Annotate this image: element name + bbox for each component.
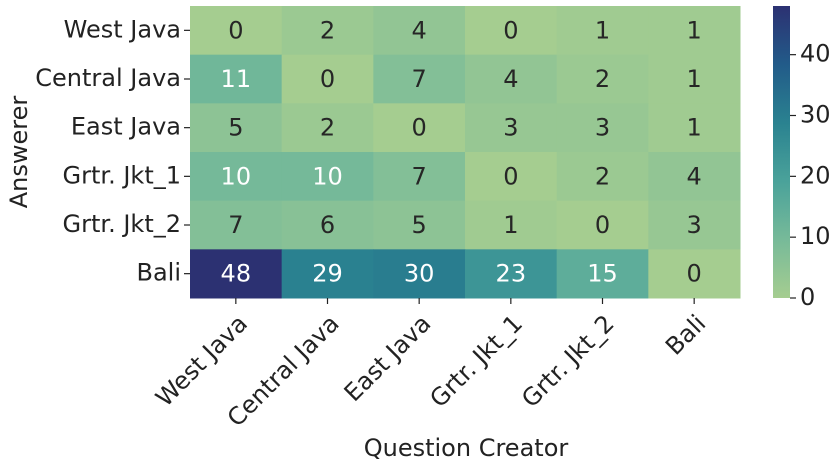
- heatmap-cell: [556, 152, 649, 202]
- cell-label: 2: [320, 114, 335, 142]
- heatmap-cell: [465, 103, 558, 153]
- cell-label: 3: [503, 114, 518, 142]
- cell-label: 4: [503, 65, 518, 93]
- cell-label: 1: [687, 16, 702, 44]
- cell-label: 1: [687, 114, 702, 142]
- y-tick-label: Central Java: [35, 64, 181, 92]
- cell-label: 3: [687, 211, 702, 239]
- cell-label: 5: [412, 211, 427, 239]
- colorbar-tick-label: 0: [800, 283, 815, 311]
- heatmap-cell: [648, 6, 741, 56]
- heatmap-cell: [648, 54, 741, 104]
- cell-label: 0: [412, 114, 427, 142]
- heatmap-cell: [190, 6, 283, 56]
- heatmap-cell: [281, 152, 374, 202]
- colorbar: [773, 6, 790, 298]
- heatmap-cell: [556, 54, 649, 104]
- cell-label: 1: [503, 211, 518, 239]
- cell-label: 29: [312, 260, 343, 288]
- cell-label: 4: [412, 16, 427, 44]
- cell-label: 30: [404, 260, 435, 288]
- heatmap-cell: [281, 6, 374, 56]
- cell-label: 48: [221, 260, 252, 288]
- heatmap-cell: [373, 152, 466, 202]
- y-tick-label: West Java: [64, 15, 181, 43]
- y-tick-label: Grtr. Jkt_2: [63, 210, 181, 238]
- heatmap-cell: [190, 249, 283, 299]
- x-tick-label: East Java: [339, 309, 437, 407]
- heatmap-cell: [465, 54, 558, 104]
- heatmap-cell: [373, 249, 466, 299]
- cell-label: 11: [221, 65, 252, 93]
- cell-label: 23: [496, 260, 527, 288]
- colorbar-tick-label: 20: [800, 161, 831, 189]
- cell-label: 0: [228, 16, 243, 44]
- heatmap-cell: [281, 200, 374, 250]
- cell-label: 7: [412, 65, 427, 93]
- cell-label: 0: [503, 16, 518, 44]
- cell-label: 3: [595, 114, 610, 142]
- heatmap-cell: [281, 103, 374, 153]
- heatmap-cell: [373, 6, 466, 56]
- heatmap-cell: [556, 6, 649, 56]
- cell-label: 0: [320, 65, 335, 93]
- cell-label: 0: [595, 211, 610, 239]
- heatmap-cell: [190, 152, 283, 202]
- heatmap-cell: [373, 54, 466, 104]
- y-axis-label: Answerer: [5, 96, 33, 209]
- heatmap-cell: [465, 249, 558, 299]
- heatmap-cell: [465, 200, 558, 250]
- y-tick-label: East Java: [71, 113, 181, 141]
- x-tick-label: Grtr. Jkt_1: [424, 309, 528, 413]
- cell-label: 1: [595, 16, 610, 44]
- colorbar-tick-label: 10: [800, 222, 831, 250]
- heatmap-cell: [465, 6, 558, 56]
- cell-label: 15: [587, 260, 618, 288]
- heatmap-cell: [648, 200, 741, 250]
- heatmap-cell: [281, 54, 374, 104]
- heatmap-cell: [648, 152, 741, 202]
- cell-label: 2: [595, 162, 610, 190]
- heatmap-cell: [556, 249, 649, 299]
- cell-label: 10: [221, 162, 252, 190]
- heatmap-cell: [648, 103, 741, 153]
- cell-label: 10: [312, 162, 343, 190]
- heatmap-cell: [556, 103, 649, 153]
- cell-label: 0: [503, 162, 518, 190]
- heatmap-cell: [465, 152, 558, 202]
- cell-label: 2: [320, 16, 335, 44]
- heatmap-cell: [373, 103, 466, 153]
- x-axis-label: Question Creator: [364, 434, 569, 462]
- y-tick-label: Grtr. Jkt_1: [63, 161, 181, 189]
- x-tick-label: Bali: [660, 309, 711, 360]
- cell-label: 6: [320, 211, 335, 239]
- cell-label: 7: [412, 162, 427, 190]
- cell-label: 1: [687, 65, 702, 93]
- cell-label: 4: [687, 162, 702, 190]
- cell-label: 0: [687, 260, 702, 288]
- heatmap-cell: [281, 249, 374, 299]
- heatmap-cell: [648, 249, 741, 299]
- cell-label: 2: [595, 65, 610, 93]
- cell-label: 5: [228, 114, 243, 142]
- heatmap-cell: [556, 200, 649, 250]
- heatmap-cell: [190, 103, 283, 153]
- y-tick-label: Bali: [136, 259, 181, 287]
- heatmap-cell: [190, 54, 283, 104]
- cell-label: 7: [228, 211, 243, 239]
- x-tick-label: Grtr. Jkt_2: [516, 309, 620, 413]
- colorbar-tick-label: 30: [800, 101, 831, 129]
- heatmap-cell: [190, 200, 283, 250]
- colorbar-tick-label: 40: [800, 40, 831, 68]
- heatmap-cell: [373, 200, 466, 250]
